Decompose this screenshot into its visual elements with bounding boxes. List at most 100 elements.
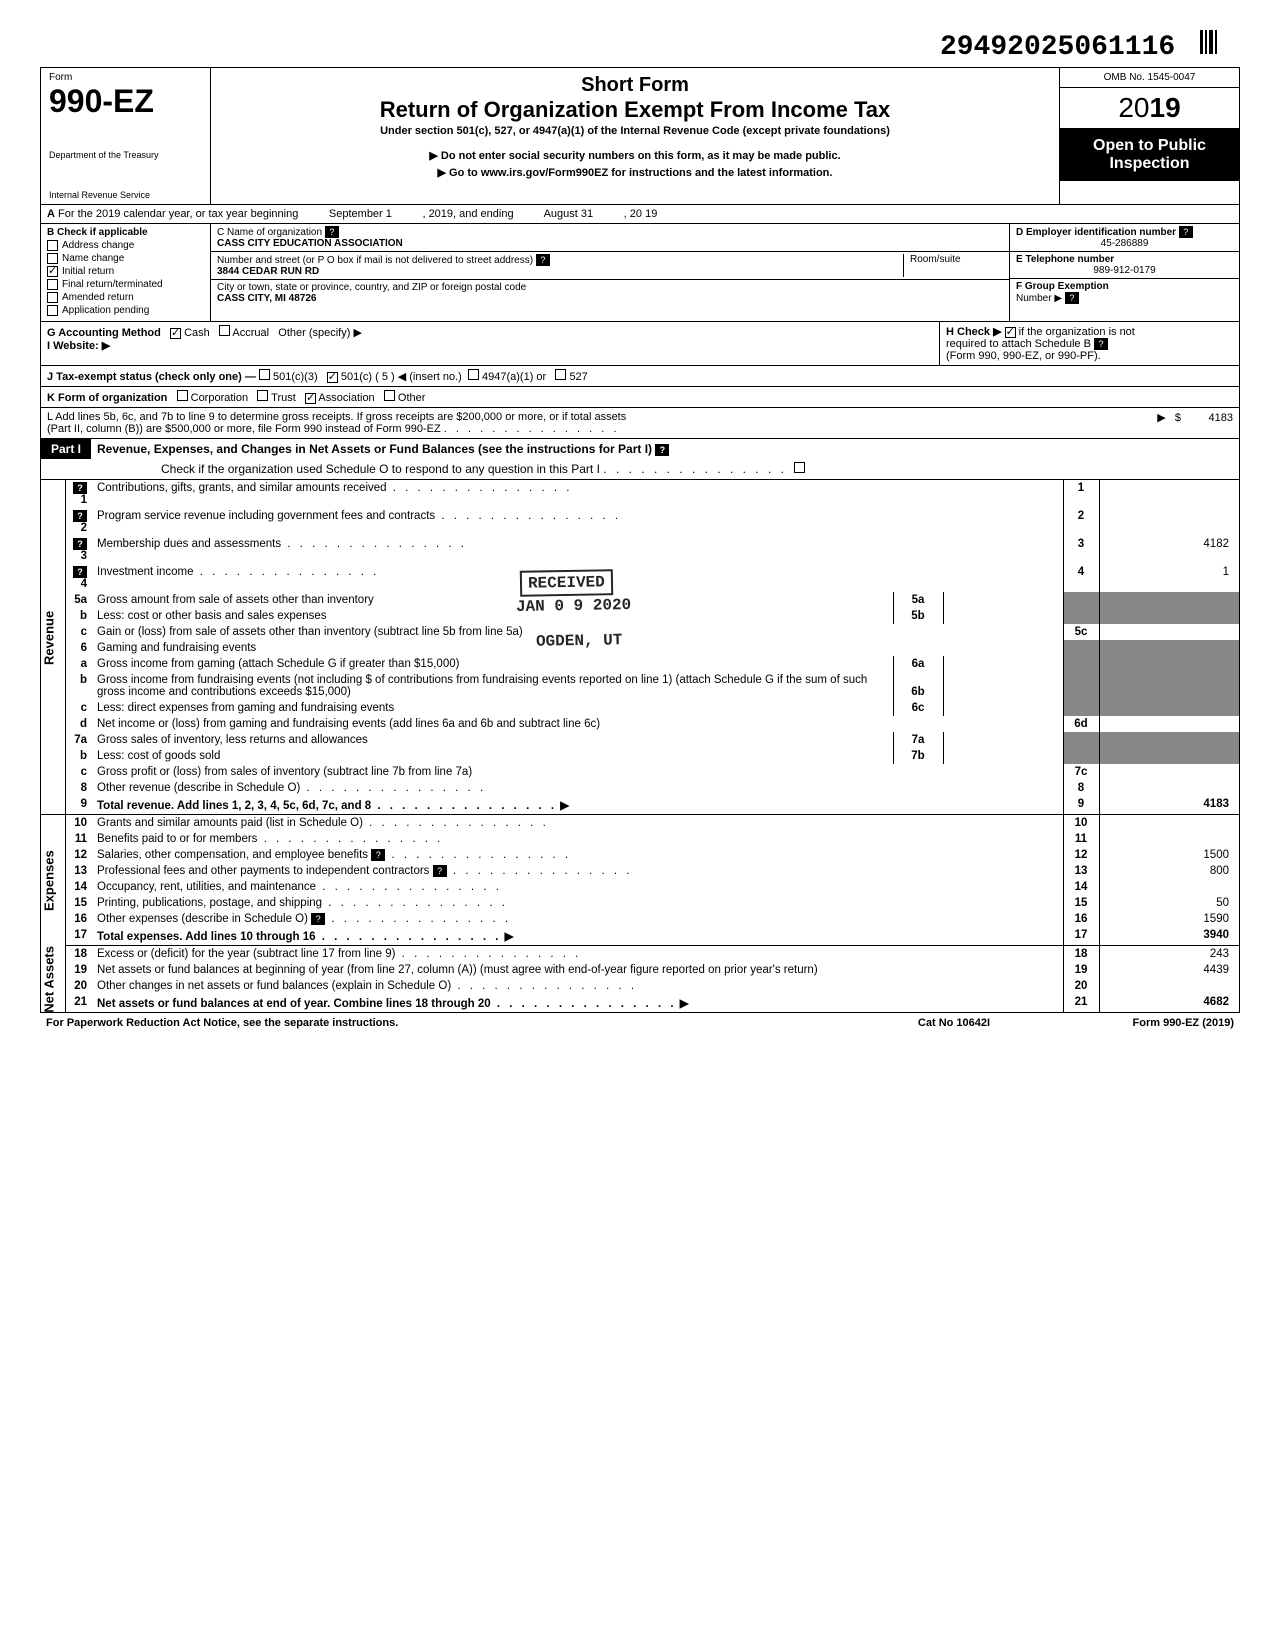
dots xyxy=(395,948,581,960)
form-container: Form 990-EZ Department of the Treasury I… xyxy=(40,67,1240,1013)
help-icon[interactable]: ? xyxy=(371,849,385,861)
line-7b: b Less: cost of goods sold 7b xyxy=(41,748,1239,764)
cb-final-return[interactable]: Final return/terminated xyxy=(47,279,204,290)
cb-schedule-o[interactable] xyxy=(794,462,805,473)
line-desc: Less: cost or other basis and sales expe… xyxy=(93,608,893,624)
row-l-gross-receipts: L Add lines 5b, 6c, and 7b to line 9 to … xyxy=(41,408,1239,439)
line-num: d xyxy=(65,716,93,732)
group-exemption-row: F Group Exemption Number ▶ ? xyxy=(1010,279,1239,306)
dots xyxy=(281,538,467,550)
help-icon[interactable]: ? xyxy=(73,510,87,522)
cb-amended-return[interactable]: Amended return xyxy=(47,292,204,303)
e-label: E Telephone number xyxy=(1016,254,1114,265)
line-desc: Gross sales of inventory, less returns a… xyxy=(93,732,893,748)
shaded-cell xyxy=(1099,700,1239,716)
cb-application-pending[interactable]: Application pending xyxy=(47,305,204,316)
line-val xyxy=(1099,780,1239,796)
cb-4947[interactable] xyxy=(468,369,479,380)
cb-other-org[interactable] xyxy=(384,390,395,401)
cb-sched-b[interactable] xyxy=(1005,327,1016,338)
line-ref: 4 xyxy=(1063,564,1099,592)
help-icon[interactable]: ? xyxy=(1094,338,1108,350)
col-def: D Employer identification number ? 45-28… xyxy=(1009,224,1239,321)
line-7c: c Gross profit or (loss) from sales of i… xyxy=(41,764,1239,780)
sub-ref: 5a xyxy=(893,592,943,608)
line-num: 14 xyxy=(65,879,93,895)
line-num: 21 xyxy=(65,994,93,1012)
cb-trust[interactable] xyxy=(257,390,268,401)
line-desc: Less: cost of goods sold xyxy=(93,748,893,764)
f-label-2: Number ▶ xyxy=(1016,293,1062,304)
j-opt3: 4947(a)(1) or xyxy=(482,371,546,383)
line-num: 11 xyxy=(65,831,93,847)
line-desc: Occupancy, rent, utilities, and maintena… xyxy=(97,881,316,893)
line-ref: 6d xyxy=(1063,716,1099,732)
line-desc: Other expenses (describe in Schedule O) xyxy=(97,913,308,925)
line-desc: Program service revenue including govern… xyxy=(97,510,435,522)
help-icon[interactable]: ? xyxy=(311,913,325,925)
help-icon[interactable]: ? xyxy=(73,566,87,578)
line-val: 1590 xyxy=(1099,911,1239,927)
cb-association[interactable] xyxy=(305,393,316,404)
cb-accrual[interactable] xyxy=(219,325,230,336)
line-desc: Gross profit or (loss) from sales of inv… xyxy=(97,766,472,778)
line-num: 16 xyxy=(65,911,93,927)
row-a-text: For the 2019 calendar year, or tax year … xyxy=(58,208,298,220)
cb-label: Name change xyxy=(62,253,124,264)
line-6: 6 Gaming and fundraising events xyxy=(41,640,1239,656)
arrow-icon: ▶ xyxy=(1157,412,1165,424)
shaded-cell xyxy=(1063,732,1099,748)
cb-address-change[interactable]: Address change xyxy=(47,240,204,251)
line-12: 12 Salaries, other compensation, and emp… xyxy=(41,847,1239,863)
sub-ref: 6a xyxy=(893,656,943,672)
line-6b: b Gross income from fundraising events (… xyxy=(41,672,1239,700)
cb-cash[interactable] xyxy=(170,328,181,339)
cb-initial-return[interactable]: Initial return xyxy=(47,266,204,277)
line-14: 14 Occupancy, rent, utilities, and maint… xyxy=(41,879,1239,895)
row-a-tax-year: A For the 2019 calendar year, or tax yea… xyxy=(41,205,1239,224)
open-line-2: Inspection xyxy=(1064,155,1235,173)
line-val: 243 xyxy=(1099,946,1239,963)
help-icon[interactable]: ? xyxy=(73,482,87,494)
line-num: 3 xyxy=(81,550,87,562)
cb-corporation[interactable] xyxy=(177,390,188,401)
help-icon[interactable]: ? xyxy=(433,865,447,877)
shaded-cell xyxy=(1099,608,1239,624)
j-opt4: 527 xyxy=(569,371,587,383)
cb-name-change[interactable]: Name change xyxy=(47,253,204,264)
cb-501c3[interactable] xyxy=(259,369,270,380)
line-desc: Gain or (loss) from sale of assets other… xyxy=(97,626,523,638)
help-icon[interactable]: ? xyxy=(1065,292,1079,304)
open-line-1: Open to Public xyxy=(1064,137,1235,155)
line-ref: 16 xyxy=(1063,911,1099,927)
h-text-2: required to attach Schedule B xyxy=(946,338,1091,350)
line-desc: Benefits paid to or for members xyxy=(97,833,257,845)
sub-val xyxy=(943,732,1063,748)
col-b-checkboxes: B Check if applicable Address change Nam… xyxy=(41,224,211,321)
sub-val xyxy=(943,672,1063,700)
line-15: 15 Printing, publications, postage, and … xyxy=(41,895,1239,911)
header-center: Short Form Return of Organization Exempt… xyxy=(211,68,1059,204)
shaded-cell xyxy=(1063,608,1099,624)
line-desc: Total expenses. Add lines 10 through 16 xyxy=(97,931,316,943)
cb-527[interactable] xyxy=(555,369,566,380)
dots xyxy=(603,462,787,476)
page: 29492025061116 Form 990-EZ Department of… xyxy=(40,30,1240,1033)
help-icon[interactable]: ? xyxy=(325,226,339,238)
part-1-title-wrap: Revenue, Expenses, and Changes in Net As… xyxy=(91,439,1239,459)
line-desc: Net assets or fund balances at beginning… xyxy=(97,964,818,976)
line-ref: 3 xyxy=(1063,536,1099,564)
line-6c: c Less: direct expenses from gaming and … xyxy=(41,700,1239,716)
help-icon[interactable]: ? xyxy=(73,538,87,550)
help-icon[interactable]: ? xyxy=(655,444,669,456)
col-gi: G Accounting Method Cash Accrual Other (… xyxy=(41,322,939,365)
return-title: Return of Organization Exempt From Incom… xyxy=(231,97,1039,123)
cb-501c[interactable] xyxy=(327,372,338,383)
dots xyxy=(451,980,637,992)
shaded-cell xyxy=(1099,656,1239,672)
help-icon[interactable]: ? xyxy=(536,254,550,266)
help-icon[interactable]: ? xyxy=(1179,226,1193,238)
dots xyxy=(363,817,549,829)
part-1-header: Part I Revenue, Expenses, and Changes in… xyxy=(41,439,1239,459)
line-2: ? 2 Program service revenue including go… xyxy=(41,508,1239,536)
